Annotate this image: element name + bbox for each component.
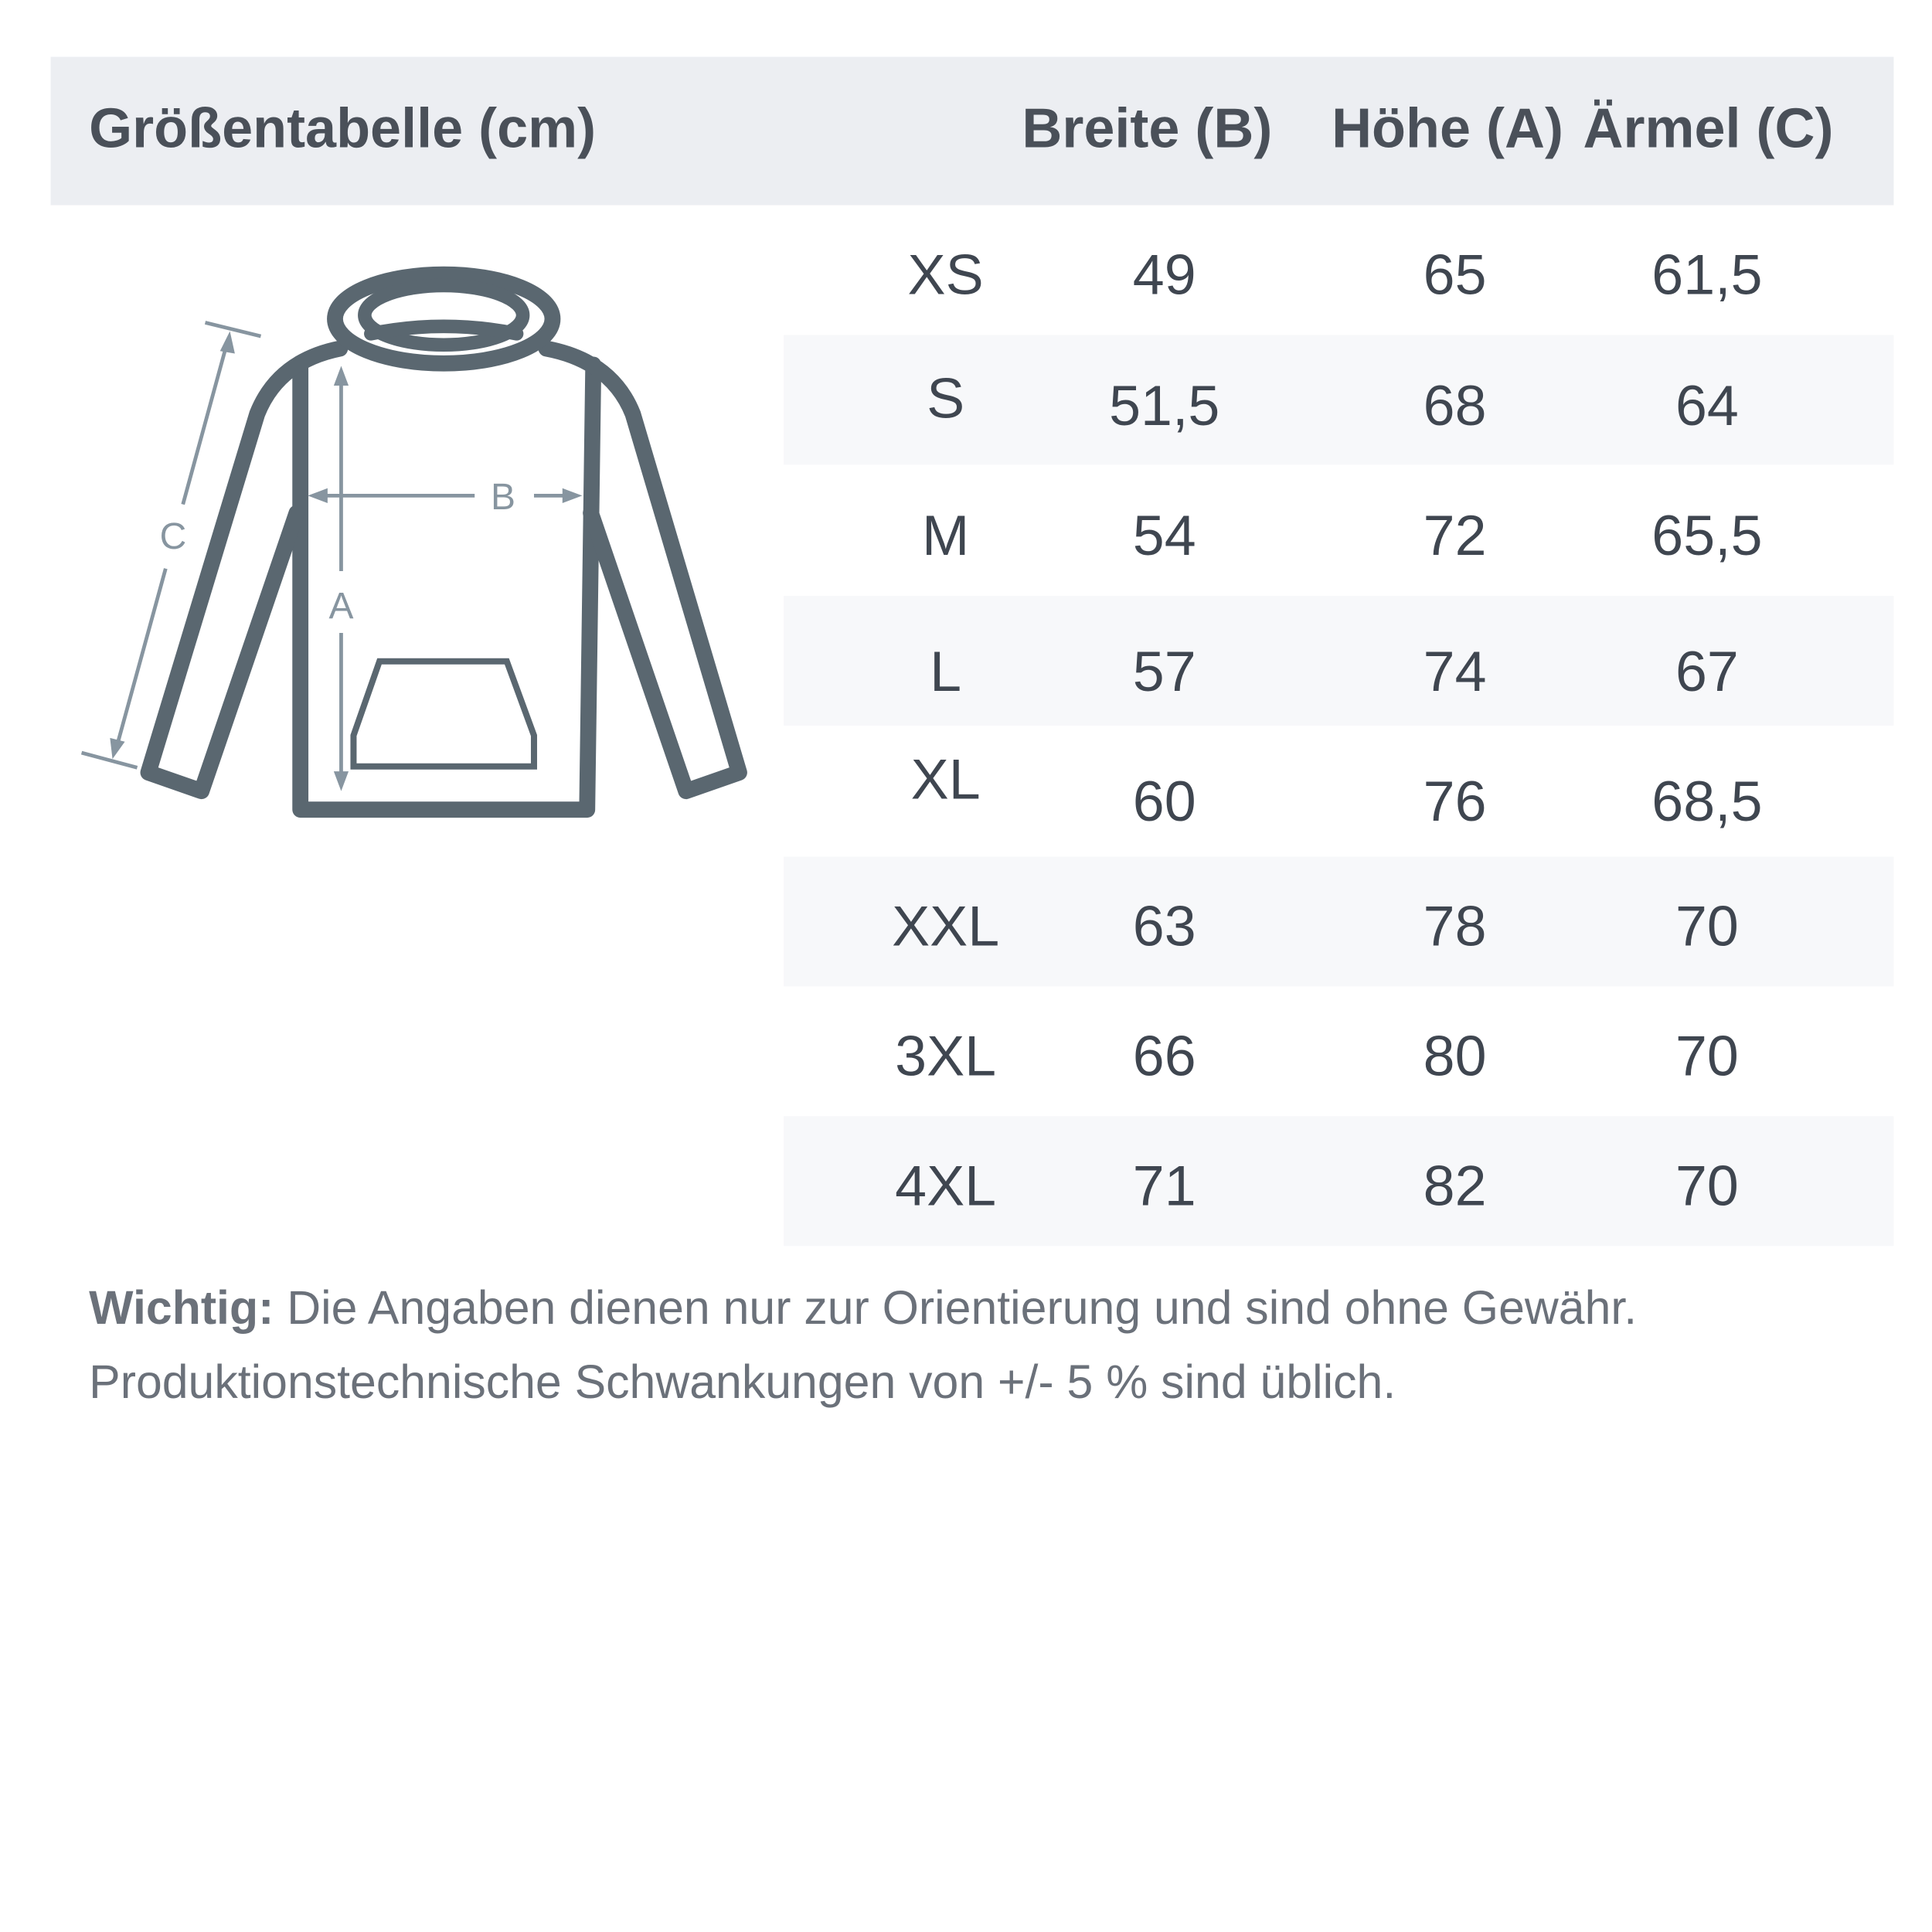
cell-aermel: 67 xyxy=(1675,638,1739,703)
cell-size: XS xyxy=(907,242,984,307)
table-row: M 54 72 65,5 xyxy=(784,465,1893,595)
table-row: L 57 74 67 xyxy=(784,595,1894,726)
cell-breite: 57 xyxy=(1132,638,1196,703)
note-line-1: Wichtig: Die Angaben dienen nur zur Orie… xyxy=(89,1283,1637,1336)
cell-breite: 60 xyxy=(1132,769,1196,834)
column-header-breite: Breite (B) xyxy=(1022,96,1273,160)
cell-size: 4XL xyxy=(895,1153,997,1218)
cell-breite: 71 xyxy=(1132,1153,1196,1218)
cell-size: M xyxy=(921,502,970,567)
label-b: B xyxy=(491,477,515,518)
cell-breite: 54 xyxy=(1132,502,1196,567)
note-text: Die Angaben dienen nur zur Orientierung … xyxy=(274,1283,1638,1335)
pocket xyxy=(350,658,537,770)
table-row: 3XL 66 80 70 xyxy=(784,986,1893,1116)
column-header-hoehe: Höhe (A) xyxy=(1332,96,1563,160)
note-line-2: Produktionstechnische Schwankungen von +… xyxy=(89,1357,1396,1410)
cell-size: S xyxy=(927,366,965,431)
cell-hoehe: 82 xyxy=(1423,1153,1487,1218)
cell-aermel: 68,5 xyxy=(1651,769,1763,834)
table-row: S 51,5 68 64 xyxy=(784,335,1894,465)
cell-hoehe: 68 xyxy=(1423,373,1487,438)
cell-size: 3XL xyxy=(895,1023,997,1088)
page-title: Größentabelle (cm) xyxy=(89,96,597,160)
cell-size: XXL xyxy=(892,893,1000,957)
cell-size: L xyxy=(930,638,962,703)
cell-hoehe: 78 xyxy=(1423,893,1487,957)
cell-aermel: 61,5 xyxy=(1651,242,1763,307)
table-row: XL 60 76 68,5 xyxy=(784,726,1893,855)
cell-aermel: 64 xyxy=(1675,373,1739,438)
cell-hoehe: 80 xyxy=(1423,1023,1487,1088)
note-bold: Wichtig: xyxy=(89,1283,274,1335)
cell-breite: 66 xyxy=(1132,1023,1196,1088)
cell-hoehe: 65 xyxy=(1423,242,1487,307)
cell-size: XL xyxy=(910,747,981,811)
cell-hoehe: 76 xyxy=(1423,769,1487,834)
table-row: XXL 63 78 70 xyxy=(784,855,1894,986)
right-sleeve xyxy=(538,340,747,800)
cell-breite: 49 xyxy=(1132,242,1196,307)
cell-hoehe: 74 xyxy=(1423,638,1487,703)
column-header-aermel: Ärmel (C) xyxy=(1583,96,1834,160)
cell-aermel: 70 xyxy=(1675,1023,1739,1088)
cell-aermel: 70 xyxy=(1675,1153,1739,1218)
label-a: A xyxy=(328,586,353,627)
left-sleeve xyxy=(140,340,349,800)
cell-breite: 63 xyxy=(1132,893,1196,957)
cell-aermel: 65,5 xyxy=(1651,502,1763,567)
cell-breite: 51,5 xyxy=(1109,373,1220,438)
table-header: Größentabelle (cm) Breite (B) Höhe (A) Ä… xyxy=(50,56,1894,206)
cell-hoehe: 72 xyxy=(1423,502,1487,567)
hood-outer xyxy=(327,266,561,372)
table-row: 4XL 71 82 70 xyxy=(784,1116,1894,1247)
cell-aermel: 70 xyxy=(1675,893,1739,957)
hoodie-diagram-icon: A B C xyxy=(80,266,747,818)
label-c: C xyxy=(160,516,187,557)
hoodie-body xyxy=(292,356,602,818)
table-row: XS 49 65 61,5 xyxy=(784,206,1893,335)
